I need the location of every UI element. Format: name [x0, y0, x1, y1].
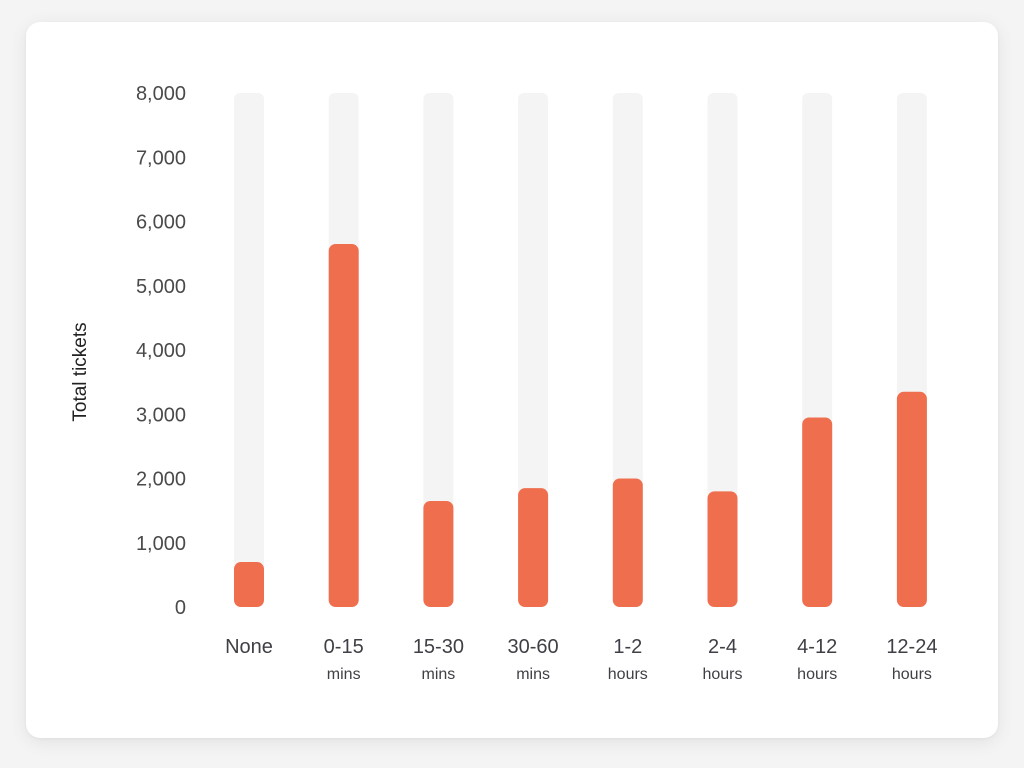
x-tick-sublabel: hours	[702, 666, 742, 683]
y-tick-label: 4,000	[136, 340, 186, 362]
y-axis-title: Total tickets	[70, 322, 91, 421]
bar[interactable]	[612, 478, 643, 608]
x-tick-sublabel: hours	[608, 666, 648, 683]
x-axis-labels: None 0-15 mins 15-30 mins 30-60 mins 1-2 hours 2-…	[225, 636, 937, 683]
bars	[234, 243, 927, 608]
chart-card	[26, 22, 998, 738]
x-tick-label: 2-4	[708, 636, 737, 658]
y-tick-label: 5,000	[136, 276, 186, 298]
x-tick-sublabel: hours	[892, 666, 932, 683]
y-tick-label: 6,000	[136, 212, 186, 234]
y-tick-label: 2,000	[136, 469, 186, 491]
x-tick-label: None	[225, 636, 273, 658]
bar-track	[423, 93, 454, 607]
bar[interactable]	[423, 500, 454, 607]
y-tick-label: 3,000	[136, 404, 186, 426]
x-tick-label: 1-2	[613, 636, 642, 658]
bar-track	[707, 93, 738, 607]
x-tick-sublabel: mins	[327, 666, 361, 683]
bar[interactable]	[518, 488, 549, 607]
x-tick-label: 15-30	[413, 636, 464, 658]
x-tick-sublabel: mins	[422, 666, 456, 683]
bar[interactable]	[234, 562, 264, 607]
bar-track	[518, 93, 549, 607]
x-tick-sublabel: hours	[797, 666, 837, 683]
bar[interactable]	[896, 391, 927, 607]
y-tick-label: 8,000	[136, 83, 186, 105]
bar[interactable]	[707, 491, 738, 607]
bar-track	[234, 93, 264, 607]
x-tick-sublabel: mins	[516, 666, 550, 683]
y-tick-label: 1,000	[136, 533, 186, 555]
x-tick-label: 30-60	[508, 636, 559, 658]
bar[interactable]	[328, 243, 359, 608]
x-tick-label: 12-24	[886, 636, 937, 658]
x-tick-label: 4-12	[797, 636, 837, 658]
y-tick-label: 0	[175, 597, 186, 619]
y-tick-label: 7,000	[136, 147, 186, 169]
x-tick-label: 0-15	[324, 636, 364, 658]
bar[interactable]	[802, 417, 833, 607]
y-axis-ticks: 0 1,000 2,000 3,000 4,000 5,000 6,000 7,000 8,00…	[136, 83, 186, 619]
